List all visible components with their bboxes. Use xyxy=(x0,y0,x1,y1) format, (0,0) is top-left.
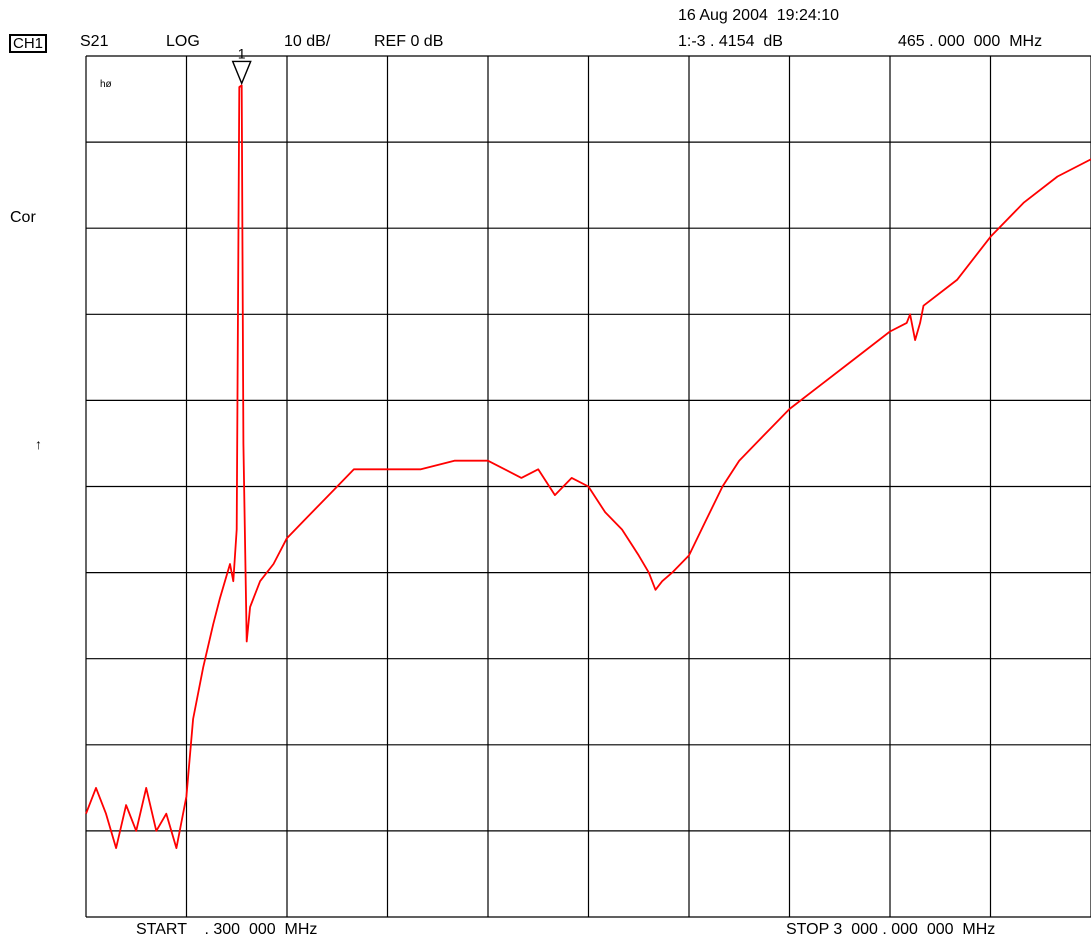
hold-indicator: hø xyxy=(100,79,112,90)
correction-indicator: Cor xyxy=(10,209,36,226)
format-label: LOG xyxy=(166,33,200,50)
datetime: 16 Aug 2004 19:24:10 xyxy=(678,7,840,24)
scale-label: 10 dB/ xyxy=(284,33,331,50)
stop-frequency: STOP 3 000 . 000 000 MHz xyxy=(786,921,996,938)
start-frequency: START . 300 000 MHz xyxy=(136,921,318,938)
marker-readout-frequency: 465 . 000 000 MHz xyxy=(898,33,1043,50)
marker-1-triangle xyxy=(231,60,252,86)
trace-layer xyxy=(85,84,1091,849)
marker-readout-value: 1:-3 . 4154 dB xyxy=(678,33,783,50)
reference-position-arrow: ↑ xyxy=(35,436,42,452)
marker-layer: 1 xyxy=(231,45,252,86)
parameter-label: S21 xyxy=(80,33,109,50)
marker-1-label: 1 xyxy=(238,45,246,61)
reference-label: REF 0 dB xyxy=(374,33,444,50)
trace-line-s21 xyxy=(85,84,1091,849)
channel-indicator: CH1 xyxy=(10,35,47,52)
